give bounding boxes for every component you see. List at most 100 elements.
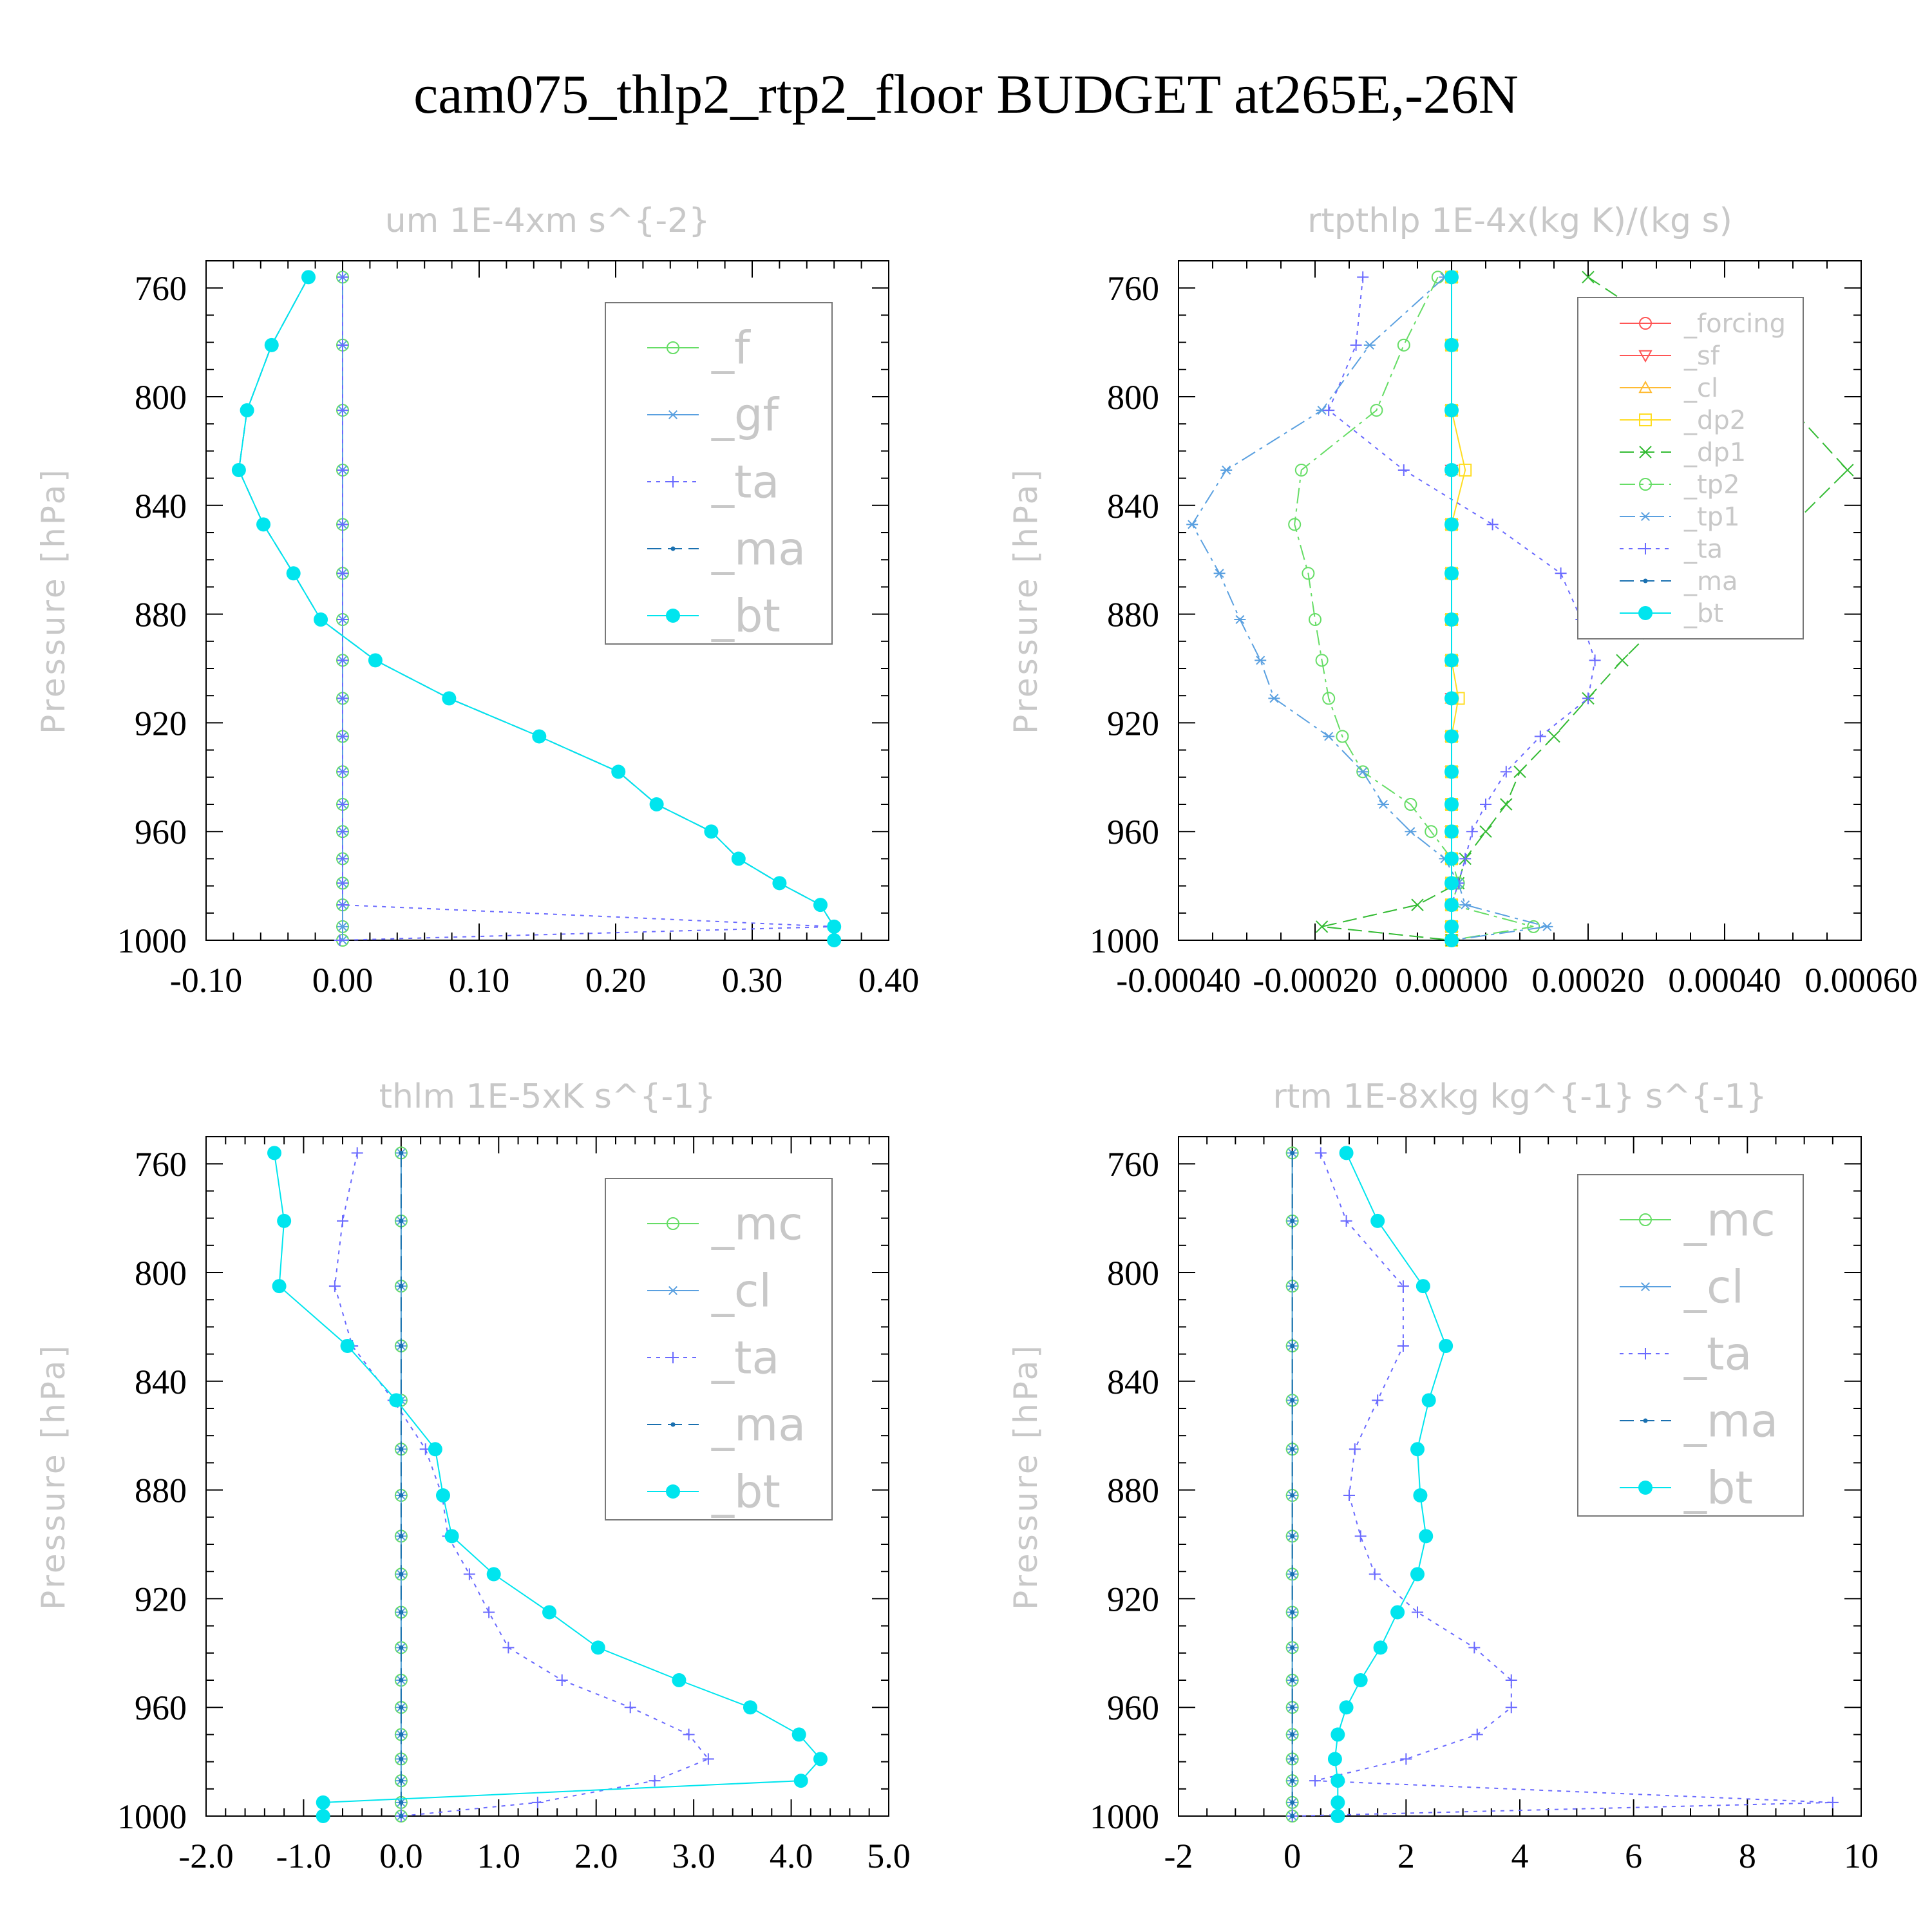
x-tick-label: -0.10 [170,961,242,999]
legend-marker [1638,606,1653,620]
data-point [1331,1795,1345,1810]
data-point [1186,520,1198,529]
x-tick-label: 2 [1397,1837,1415,1875]
data-point [1290,1150,1295,1155]
y-axis-label: Pressure [hPa] [1007,467,1045,734]
series-ta [334,271,840,946]
data-point [1400,1753,1412,1765]
legend-marker [670,546,676,551]
data-point [286,566,301,581]
data-point [399,1283,404,1289]
data-point [1405,827,1417,837]
page-title: cam075_thlp2_rtp2_floor BUDGET at265E,-2… [413,63,1519,125]
series-bt [1327,1146,1454,1823]
series-line [1334,1152,1447,1816]
legend-marker [667,1285,679,1296]
y-tick-label: 960 [1107,1689,1159,1727]
data-point [1444,898,1459,913]
data-point [1368,1568,1381,1580]
data-point [1331,1774,1345,1788]
data-point [399,1814,404,1819]
x-tick-label: 0 [1283,1837,1301,1875]
y-tick-label: 960 [135,813,187,851]
data-point [337,1215,348,1227]
data-point [813,898,828,913]
legend-marker [1639,478,1652,491]
data-point [314,612,328,627]
data-point [1290,1283,1295,1289]
data-point [813,1752,828,1766]
data-point [1339,1700,1354,1715]
y-axis-label: Pressure [hPa] [1007,1343,1045,1610]
data-point [337,877,348,889]
data-point [483,1606,495,1618]
data-point [399,1610,404,1615]
data-point [649,797,664,811]
series-bt [231,270,842,947]
data-point [444,1529,459,1544]
legend-marker [667,1352,679,1363]
series-dp2 [1445,270,1472,947]
data-point [337,899,348,911]
data-point [1327,1752,1342,1766]
legend-entry: _bt [711,590,781,643]
data-point [1331,1727,1345,1742]
data-point [1527,920,1540,933]
data-point [1444,270,1459,285]
legend-entry: _mc [1683,1194,1776,1247]
series-line [1327,277,1596,940]
data-point [337,692,348,705]
data-point [337,271,348,283]
data-point [1410,1567,1425,1582]
data-point [1354,1530,1367,1542]
data-point [337,614,348,626]
data-point [1353,1673,1368,1687]
data-point [1370,404,1383,417]
y-tick-label: 760 [1107,1145,1159,1184]
x-tick-label: -0.00020 [1253,961,1377,999]
data-point [1479,825,1492,838]
legend-marker [667,410,679,420]
data-point [1357,767,1369,777]
x-tick-label: 0.00060 [1804,961,1918,999]
data-point [1425,825,1438,838]
data-point [1290,1446,1295,1452]
data-point [1444,824,1459,839]
legend: _mc _cl _ta _ma _bt [1577,1174,1804,1517]
legend-entry: _ma [1683,567,1738,596]
data-point [1466,826,1478,838]
legend-marker [1639,413,1652,426]
legend-entry: _ta [711,1332,779,1385]
data-point [1841,464,1854,477]
data-point [442,691,457,706]
series-tp2 [1288,270,1540,947]
data-point [1548,730,1560,743]
series-line [238,276,835,940]
data-point [1410,1442,1425,1457]
chart-panel-3: thlm 1E-5xK s^{-1} Pressure [hPa] 760 800 84… [35,1077,911,1875]
y-tick-label: 1000 [1090,1797,1159,1836]
legend-entry: _gf [711,389,779,442]
legend-marker [1643,1418,1648,1423]
data-point [1213,569,1226,578]
legend-entry: _dp2 [1683,406,1746,435]
legend-marker [1640,1282,1651,1292]
data-point [1290,1218,1295,1224]
data-point [399,1446,404,1452]
data-point [743,1700,757,1715]
x-tick-label: 2.0 [574,1837,618,1875]
data-point [1323,732,1335,741]
data-point [337,654,348,667]
data-point [1500,798,1513,811]
x-tick-label: 0.40 [858,961,920,999]
data-point [683,1728,695,1741]
data-point [1444,517,1459,532]
x-tick-label: 5.0 [867,1837,911,1875]
data-point [334,934,346,946]
data-point [1343,1490,1355,1502]
data-point [1370,1213,1385,1228]
x-tick-label: 0.00020 [1531,961,1645,999]
x-tick-label: 4.0 [770,1837,813,1875]
data-point [502,1642,515,1654]
y-tick-label: 840 [135,1363,187,1401]
